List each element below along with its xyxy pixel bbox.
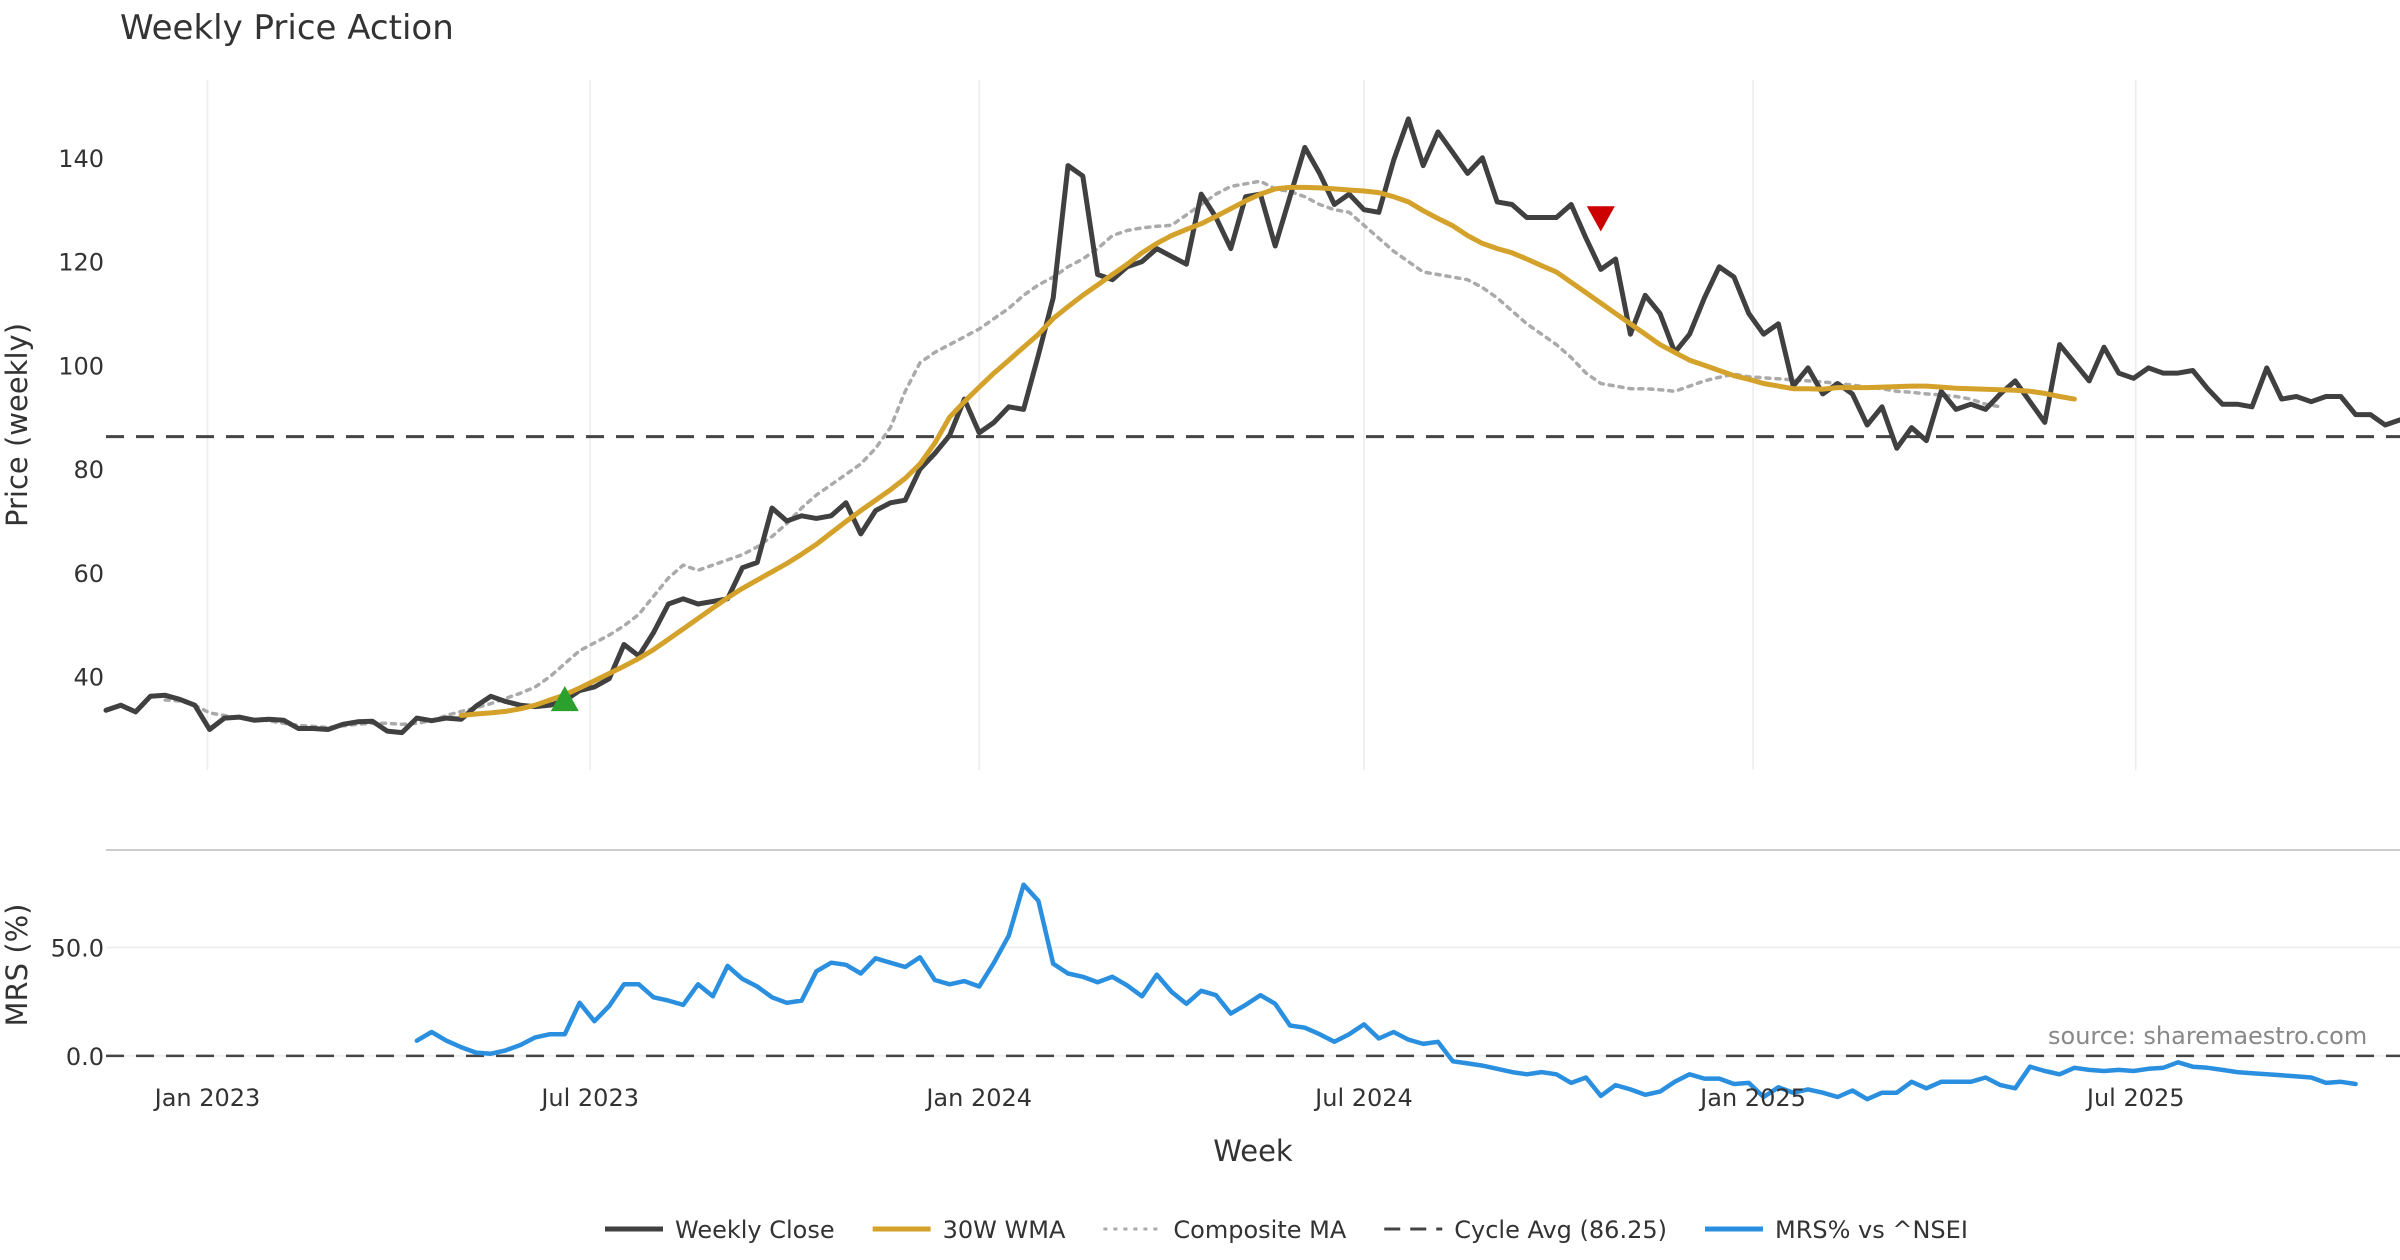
x-tick-label: Jan 2023 xyxy=(153,1084,261,1112)
signal-markers xyxy=(550,206,1615,712)
legend-label: Cycle Avg (86.25) xyxy=(1454,1216,1667,1244)
source-label: source: sharemaestro.com xyxy=(2048,1022,2367,1050)
buy-signal-marker xyxy=(550,685,579,712)
line-weekly-close xyxy=(103,116,2400,736)
y-tick-label: 80 xyxy=(73,456,104,484)
mrs-panel: 0.0 50.0 MRS (%) source: sharemaestro.com xyxy=(0,882,2400,1102)
x-tick-label: Jul 2025 xyxy=(2085,1084,2185,1112)
x-tick-label: Jul 2024 xyxy=(1313,1084,1413,1112)
x-axis-title: Week xyxy=(1213,1134,1293,1168)
price-y-axis-title: Price (weekly) xyxy=(0,323,34,527)
legend-item-mrs-vs-nsei: MRS% vs ^NSEI xyxy=(1704,1216,1968,1244)
mrs-y-tick-label: 50.0 xyxy=(51,935,104,963)
legend-label: MRS% vs ^NSEI xyxy=(1775,1216,1968,1244)
legend: Weekly Close 30W WMA Composite MA Cycle Avg… xyxy=(605,1216,1968,1244)
legend-item-composite-ma: Composite MA xyxy=(1103,1216,1347,1244)
x-tick-label: Jul 2023 xyxy=(539,1084,639,1112)
line-composite-ma xyxy=(163,179,2003,730)
price-panel: 40 60 80 100 120 140 Price (weekly) xyxy=(0,80,2400,770)
y-tick-label: 100 xyxy=(58,352,104,380)
price-grid xyxy=(206,80,2137,770)
legend-item-cycle-avg-86-25: Cycle Avg (86.25) xyxy=(1384,1216,1667,1244)
chart-title: Weekly Price Action xyxy=(120,8,454,48)
price-y-ticks: 40 60 80 100 120 140 xyxy=(58,145,104,692)
series-30w-wma xyxy=(458,184,2077,718)
mrs-series xyxy=(414,882,2358,1102)
price-series xyxy=(103,116,2400,736)
legend-label: Composite MA xyxy=(1173,1216,1346,1244)
y-tick-label: 60 xyxy=(73,560,104,588)
y-tick-label: 40 xyxy=(73,664,104,692)
x-tick-label: Jan 2025 xyxy=(1698,1084,1806,1112)
legend-item-30w-wma: 30W WMA xyxy=(872,1216,1066,1244)
mrs-y-axis-title: MRS (%) xyxy=(0,904,34,1027)
legend-item-weekly-close: Weekly Close xyxy=(605,1216,835,1244)
line-30w-wma xyxy=(458,184,2077,718)
series-composite-ma xyxy=(163,179,2003,730)
line-mrs-vs-nsei xyxy=(414,882,2358,1102)
x-axis-ticks: Jan 2023 Jul 2023 Jan 2024 Jul 2024 Jan 2025… xyxy=(153,1084,2185,1112)
series-weekly-close xyxy=(103,116,2400,736)
series-mrs-vs-nsei xyxy=(414,882,2358,1102)
y-tick-label: 120 xyxy=(58,249,104,277)
mrs-y-ticks: 0.0 50.0 xyxy=(51,935,104,1071)
legend-label: Weekly Close xyxy=(675,1216,835,1244)
x-tick-label: Jan 2024 xyxy=(924,1084,1032,1112)
y-tick-label: 140 xyxy=(58,145,104,173)
mrs-y-tick-label: 0.0 xyxy=(66,1043,104,1071)
legend-label: 30W WMA xyxy=(943,1216,1066,1244)
sell-signal-marker xyxy=(1586,206,1615,232)
